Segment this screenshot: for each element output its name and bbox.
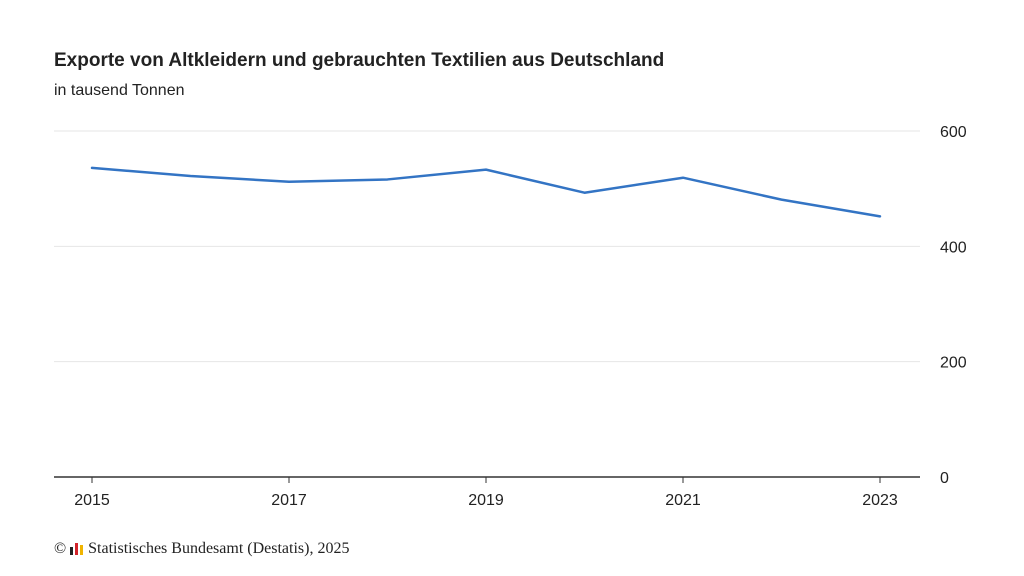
copyright-symbol: © [54,540,67,557]
source-text: Statistisches Bundesamt (Destatis), 2025 [88,540,350,557]
y-tick-label: 400 [940,239,967,256]
line-chart: 0 200 400 600 2015 2017 2019 2021 2023 [54,124,967,509]
y-tick-label: 0 [940,470,949,487]
chart-subtitle: in tausend Tonnen [54,82,185,99]
source-credit: © Statistisches Bundesamt (Destatis), 20… [54,540,349,558]
y-tick-label: 600 [940,124,967,141]
x-tick-label: 2023 [862,492,898,509]
series-line [90,166,882,218]
destatis-logo-icon [70,543,84,555]
x-tick-label: 2019 [468,492,504,509]
x-tick-label: 2015 [74,492,110,509]
y-tick-label: 200 [940,355,967,372]
chart-title: Exporte von Altkleidern und gebrauchten … [54,50,665,71]
x-tick-label: 2021 [665,492,701,509]
x-tick-label: 2017 [271,492,307,509]
